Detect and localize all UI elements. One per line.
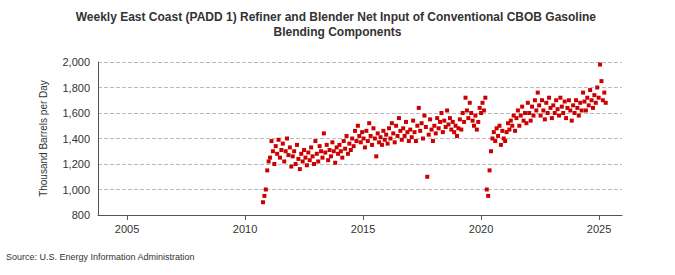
svg-text:Thousand Barrels per Day: Thousand Barrels per Day	[38, 80, 49, 197]
svg-text:1,200: 1,200	[62, 158, 90, 170]
svg-text:800: 800	[72, 209, 90, 221]
svg-text:1,000: 1,000	[62, 184, 90, 196]
svg-text:2005: 2005	[115, 223, 139, 235]
svg-text:1,400: 1,400	[62, 133, 90, 145]
svg-text:2020: 2020	[469, 223, 493, 235]
svg-text:Blending Components: Blending Components	[274, 25, 402, 39]
svg-text:1,800: 1,800	[62, 82, 90, 94]
svg-text:2010: 2010	[233, 223, 257, 235]
svg-text:2,000: 2,000	[62, 56, 90, 68]
svg-text:Weekly East Coast (PADD 1) Ref: Weekly East Coast (PADD 1) Refiner and B…	[76, 10, 600, 24]
svg-text:2015: 2015	[351, 223, 375, 235]
svg-text:1,600: 1,600	[62, 107, 90, 119]
svg-text:Source: U.S. Energy Informatio: Source: U.S. Energy Information Administ…	[6, 252, 195, 262]
svg-text:2025: 2025	[587, 223, 611, 235]
